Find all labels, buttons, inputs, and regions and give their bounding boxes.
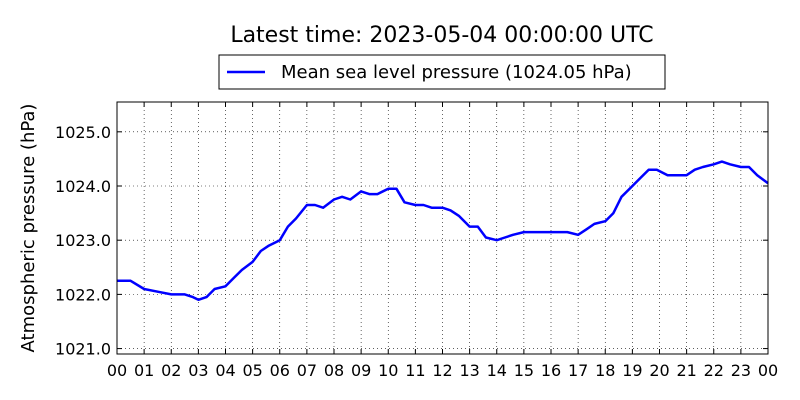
- x-tick-label: 00: [107, 361, 127, 380]
- y-tick-label: 1024.0: [55, 177, 111, 196]
- x-tick-label: 23: [731, 361, 751, 380]
- x-tick-label: 21: [676, 361, 696, 380]
- y-tick-label: 1025.0: [55, 123, 111, 142]
- x-tick-label: 16: [541, 361, 561, 380]
- x-tick-label: 04: [215, 361, 235, 380]
- x-tick-label: 20: [649, 361, 669, 380]
- plot-frame: [116, 101, 769, 355]
- y-tick-label: 1022.0: [55, 285, 111, 304]
- x-tick-label: 07: [297, 361, 317, 380]
- x-tick-label: 13: [459, 361, 479, 380]
- y-axis: 1021.0 1022.0 1023.0 1024.0 1025.0: [55, 123, 768, 359]
- legend-label: Mean sea level pressure (1024.05 hPa): [281, 62, 632, 83]
- x-tick-label: 00: [758, 361, 778, 380]
- x-tick-label: 10: [378, 361, 398, 380]
- chart-grid: [117, 102, 768, 354]
- y-tick-label: 1023.0: [55, 231, 111, 250]
- legend-box: [218, 54, 666, 90]
- x-axis: 00 01 02 03 04 05 06 07 08 09 10 11 12 13 14 15 16 17 18 19…: [107, 102, 778, 380]
- y-tick-label: 1021.0: [55, 340, 111, 359]
- series-line-mean-sea-level-pressure: [117, 160, 769, 302]
- chart-title: Latest time: 2023-05-04 00:00:00 UTC: [230, 23, 653, 48]
- x-tick-label: 05: [242, 361, 262, 380]
- y-axis-label: Atmospheric pressure (hPa): [18, 104, 39, 353]
- x-tick-label: 22: [704, 361, 724, 380]
- x-tick-label: 01: [134, 361, 154, 380]
- chart-legend: Mean sea level pressure (1024.05 hPa): [218, 54, 666, 90]
- x-tick-label: 09: [351, 361, 371, 380]
- x-tick-label: 02: [161, 361, 181, 380]
- plot-area: [117, 160, 769, 302]
- x-tick-label: 17: [568, 361, 588, 380]
- x-tick-label: 15: [514, 361, 534, 380]
- x-tick-label: 18: [595, 361, 615, 380]
- x-tick-label: 19: [622, 361, 642, 380]
- x-tick-label: 03: [188, 361, 208, 380]
- x-tick-label: 14: [487, 361, 507, 380]
- x-tick-label: 11: [405, 361, 425, 380]
- x-tick-label: 12: [432, 361, 452, 380]
- x-tick-label: 08: [324, 361, 344, 380]
- x-tick-label: 06: [270, 361, 290, 380]
